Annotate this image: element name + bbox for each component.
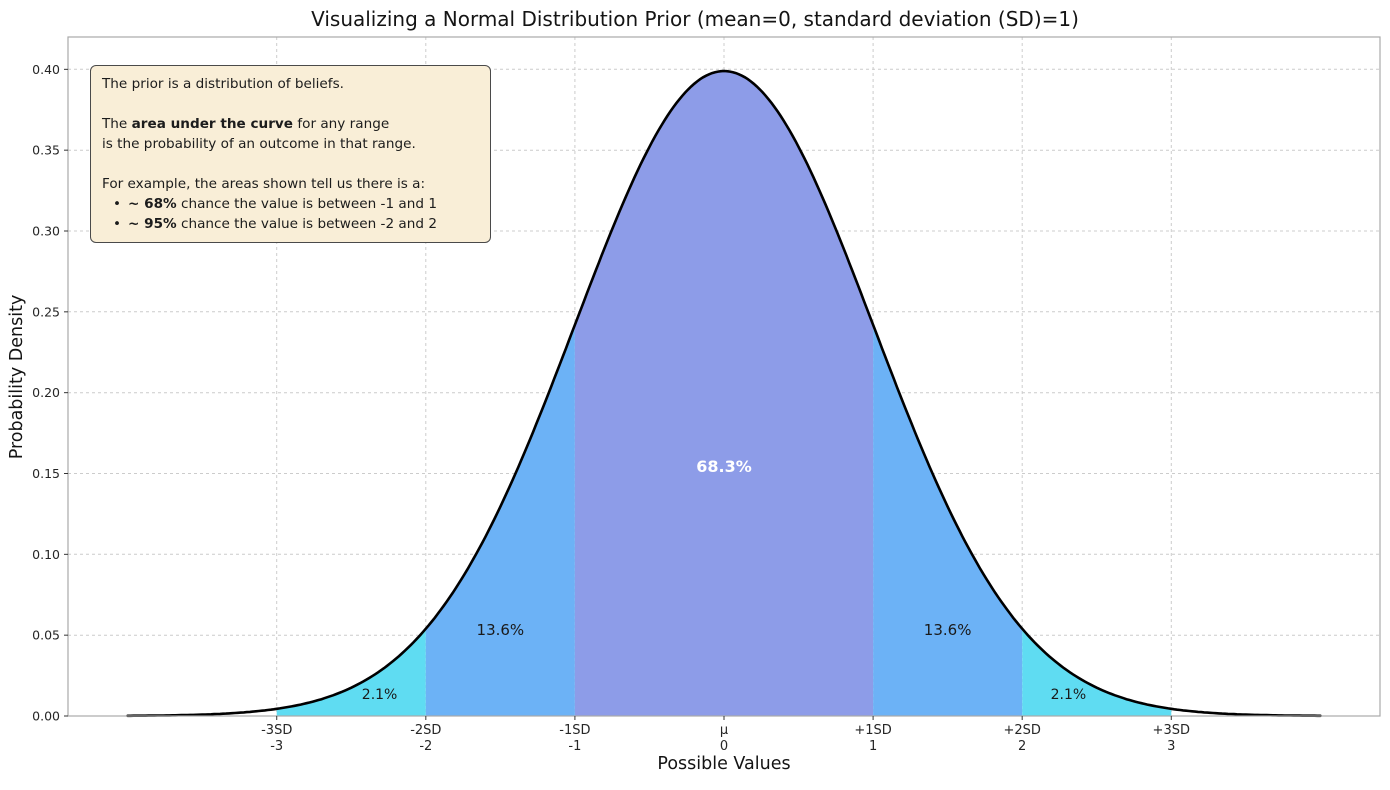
region-label: 2.1%: [362, 687, 398, 703]
annotation-area-line-1: The area under the curve for any range: [102, 114, 479, 134]
region-plus2-to-plus3: [1022, 628, 1172, 716]
y-tick-label: 0.35: [32, 143, 60, 158]
x-tick-label-value: 1: [869, 739, 877, 754]
region-label: 13.6%: [477, 621, 525, 639]
x-tick-label-sd: -3SD: [261, 723, 292, 738]
x-tick-label-value: 0: [720, 739, 728, 754]
annotation-box: The prior is a distribution of beliefs. …: [90, 65, 491, 243]
annotation-spacer: [102, 94, 479, 114]
bullet-icon: •: [113, 196, 122, 212]
y-tick-label: 0.20: [32, 385, 60, 400]
x-tick-label-value: 3: [1167, 739, 1175, 754]
annotation-area-line-2: is the probability of an outcome in that…: [102, 134, 479, 154]
annotation-intro-text: The prior is a distribution of beliefs.: [102, 76, 344, 92]
annotation-area-line2-text: is the probability of an outcome in that…: [102, 136, 416, 152]
x-tick-label-sd: +3SD: [1153, 723, 1190, 738]
annotation-bullet-95-bold: ~ 95%: [128, 216, 177, 232]
x-tick-label-sd: +1SD: [854, 723, 891, 738]
annotation-bullet-95-text: chance the value is between -2 and 2: [176, 216, 437, 232]
bullet-icon: •: [113, 216, 122, 232]
x-tick-label-value: -2: [419, 739, 432, 754]
y-tick-label: 0.15: [32, 466, 60, 481]
annotation-area-pre: The: [102, 116, 132, 132]
x-tick-label-value: -1: [568, 739, 581, 754]
y-tick-label: 0.30: [32, 224, 60, 239]
annotation-example-intro: For example, the areas shown tell us the…: [102, 174, 479, 194]
annotation-bullet-68: • ~ 68% chance the value is between -1 an…: [102, 194, 479, 214]
annotation-bullet-68-bold: ~ 68%: [128, 196, 177, 212]
region-minus3-to-minus2: [276, 628, 426, 716]
y-tick-label: 0.25: [32, 304, 60, 319]
density-curve: [126, 69, 1322, 718]
region-label: 2.1%: [1051, 687, 1087, 703]
annotation-bullet-95: • ~ 95% chance the value is between -2 an…: [102, 214, 479, 234]
x-tick-label-value: -3: [270, 739, 283, 754]
x-tick-label-value: 2: [1018, 739, 1026, 754]
region-label: 13.6%: [924, 621, 972, 639]
x-tick-label-sd: -1SD: [559, 723, 590, 738]
annotation-area-bold: area under the curve: [131, 116, 294, 132]
annotation-spacer: [102, 154, 479, 174]
annotation-area-post: for any range: [293, 116, 390, 132]
annotation-bullet-68-text: chance the value is between -1 and 1: [176, 196, 437, 212]
x-tick-label-sd: -2SD: [410, 723, 441, 738]
x-axis-label: Possible Values: [657, 754, 791, 774]
region-label: 68.3%: [696, 457, 752, 476]
x-tick-label-sd: μ: [720, 723, 728, 738]
annotation-example-intro-text: For example, the areas shown tell us the…: [102, 176, 426, 192]
y-tick-label: 0.10: [32, 547, 60, 562]
y-tick-label: 0.05: [32, 628, 60, 643]
y-tick-label: 0.00: [32, 709, 60, 724]
chart-title: Visualizing a Normal Distribution Prior …: [311, 7, 1079, 31]
x-tick-label-sd: +2SD: [1003, 723, 1040, 738]
y-tick-label: 0.40: [32, 62, 60, 77]
region-minus1-to-plus1: [574, 71, 874, 716]
y-axis-label: Probability Density: [7, 294, 27, 460]
annotation-intro-line: The prior is a distribution of beliefs.: [102, 74, 479, 94]
